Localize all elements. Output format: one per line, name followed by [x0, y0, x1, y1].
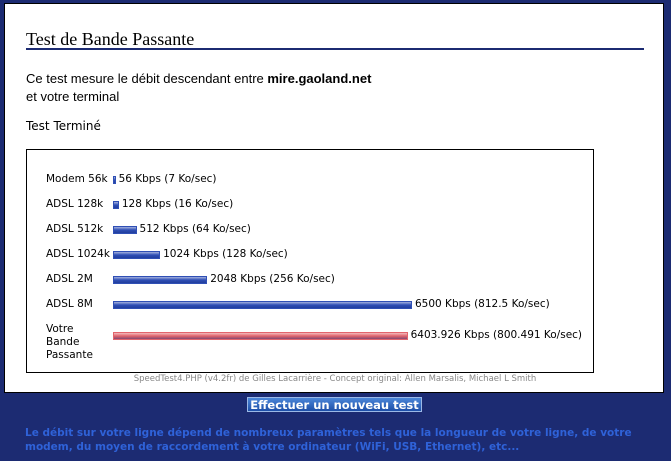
bar — [113, 332, 408, 340]
value-label: 128 Kbps (16 Ko/sec) — [121, 198, 234, 210]
intro-host: mire.gaoland.net — [267, 71, 372, 86]
status: Test Terminé — [26, 119, 101, 133]
panel: Test de Bande Passante Ce test mesure le… — [4, 3, 664, 393]
value-label: 2048 Kbps (256 Ko/sec) — [210, 273, 335, 285]
title-rule — [26, 48, 644, 50]
bar — [113, 226, 137, 234]
bar — [113, 276, 208, 284]
intro-line: Ce test mesure le débit descendant entre… — [26, 71, 371, 86]
bar — [113, 301, 412, 309]
chart: Modem 56k 56 Kbps (7 Ko/sec) ADSL 128k 128 … — [26, 149, 594, 373]
row-label: ADSL 2M — [46, 273, 93, 285]
value-label: 6403.926 Kbps (800.491 Ko/sec) — [410, 329, 583, 341]
row-label: Votre Bande Passante — [46, 323, 93, 361]
note-line: Le débit sur votre ligne dépend de nombr… — [25, 427, 632, 439]
row-label: ADSL 128k — [46, 198, 104, 210]
row-label: ADSL 1024k — [46, 248, 110, 260]
row-label: Modem 56k — [46, 173, 108, 185]
intro-text: Ce test mesure le débit descendant entre — [26, 71, 268, 86]
note-line: modem, du moyen de raccordement à votre … — [25, 441, 520, 453]
value-label: 512 Kbps (64 Ko/sec) — [139, 223, 251, 235]
new-test-button[interactable]: Effectuer un nouveau test — [247, 397, 422, 412]
bar — [113, 251, 161, 259]
credit: SpeedTest4.PHP (v4.2fr) de Gilles Lacarr… — [133, 374, 537, 384]
intro-text: et votre terminal — [26, 89, 120, 104]
bar — [113, 176, 116, 184]
page-title: Test de Bande Passante — [26, 29, 195, 49]
row-label: ADSL 512k — [46, 223, 104, 235]
value-label: 6500 Kbps (812.5 Ko/sec) — [415, 298, 550, 310]
bar — [113, 201, 119, 209]
value-label: 1024 Kbps (128 Ko/sec) — [163, 248, 288, 260]
value-label: 56 Kbps (7 Ko/sec) — [118, 173, 217, 185]
row-label: ADSL 8M — [46, 298, 93, 310]
